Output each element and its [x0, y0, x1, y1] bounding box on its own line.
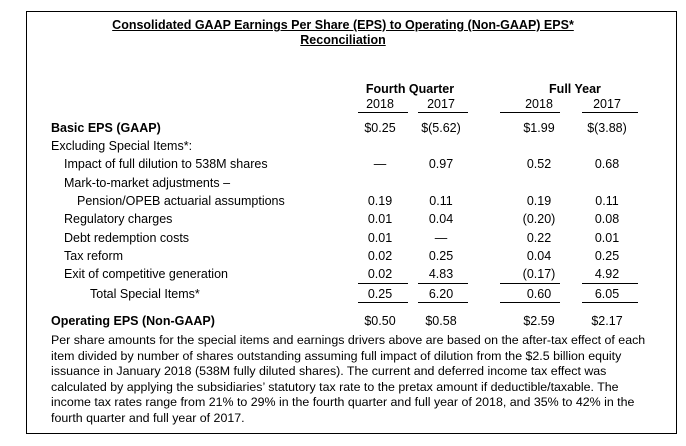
- row-label: Mark-to-market adjustments –: [64, 176, 231, 190]
- row-label: Impact of full dilution to 538M shares: [64, 157, 268, 171]
- year-header-fy-2017: 2017: [593, 97, 621, 111]
- table-cell: 0.11: [429, 194, 453, 208]
- row-label: Debt redemption costs: [64, 231, 190, 245]
- year-header-fy-2018: 2018: [525, 97, 553, 111]
- header-underline: [500, 112, 560, 113]
- table-cell: 0.01: [594, 231, 620, 245]
- total-underline: [500, 302, 560, 303]
- footnote: Per share amounts for the special items …: [51, 333, 646, 425]
- header-underline: [582, 112, 638, 113]
- total-underline: [582, 302, 638, 303]
- subtotal-underline: [582, 283, 638, 284]
- year-header-q4-2018: 2018: [366, 97, 394, 111]
- row-label: Regulatory charges: [64, 212, 173, 226]
- table-cell: (0.20): [522, 212, 556, 226]
- table-cell: —: [434, 231, 448, 245]
- table-cell: 6.20: [428, 287, 454, 301]
- subtotal-underline: [358, 283, 408, 284]
- row-label: Total Special Items*: [90, 287, 200, 301]
- table-cell: (0.17): [522, 267, 556, 281]
- table-cell: 4.92: [594, 267, 620, 281]
- table-cell: $2.59: [523, 314, 555, 328]
- table-cell: 0.19: [526, 194, 552, 208]
- table-cell: $0.58: [425, 314, 457, 328]
- header-underline: [358, 112, 408, 113]
- header-underline: [418, 112, 468, 113]
- table-cell: 0.04: [526, 249, 552, 263]
- row-label: Basic EPS (GAAP): [51, 121, 161, 135]
- table-cell: 0.02: [367, 267, 393, 281]
- report-title: Consolidated GAAP Earnings Per Share (EP…: [112, 18, 574, 32]
- table-cell: 6.05: [594, 287, 620, 301]
- table-cell: $0.25: [364, 121, 396, 135]
- table-cell: 0.52: [526, 157, 552, 171]
- row-label: Pension/OPEB actuarial assumptions: [77, 194, 285, 208]
- table-cell: 0.08: [594, 212, 620, 226]
- total-underline: [418, 302, 468, 303]
- table-cell: 0.01: [367, 212, 393, 226]
- table-cell: 0.11: [595, 194, 619, 208]
- table-cell: 0.60: [526, 287, 552, 301]
- table-cell: 0.22: [526, 231, 552, 245]
- table-cell: 0.02: [367, 249, 393, 263]
- table-cell: $(3.88): [587, 121, 627, 135]
- fourth-quarter-header: Fourth Quarter: [365, 82, 455, 96]
- table-cell: 0.19: [367, 194, 393, 208]
- row-label: Excluding Special Items*:: [51, 139, 193, 153]
- table-cell: $0.50: [364, 314, 396, 328]
- table-cell: 0.97: [428, 157, 454, 171]
- table-cell: 0.25: [428, 249, 454, 263]
- total-underline: [358, 302, 408, 303]
- table-cell: —: [373, 157, 387, 171]
- year-header-q4-2017: 2017: [427, 97, 455, 111]
- table-cell: 0.04: [428, 212, 454, 226]
- table-cell: $2.17: [591, 314, 623, 328]
- row-label: Exit of competitive generation: [64, 267, 228, 281]
- subtotal-underline: [418, 283, 468, 284]
- table-cell: 0.68: [594, 157, 620, 171]
- table-cell: $(5.62): [421, 121, 461, 135]
- report-frame: [26, 11, 677, 434]
- table-cell: 0.25: [367, 287, 393, 301]
- subtotal-underline: [500, 283, 560, 284]
- row-label: Operating EPS (Non-GAAP): [51, 314, 215, 328]
- row-label: Tax reform: [64, 249, 124, 263]
- table-cell: $1.99: [523, 121, 555, 135]
- table-cell: 4.83: [428, 267, 454, 281]
- table-cell: 0.25: [594, 249, 620, 263]
- full-year-header: Full Year: [549, 82, 601, 96]
- table-cell: 0.01: [367, 231, 393, 245]
- report-title-continued: Reconciliation: [300, 33, 386, 47]
